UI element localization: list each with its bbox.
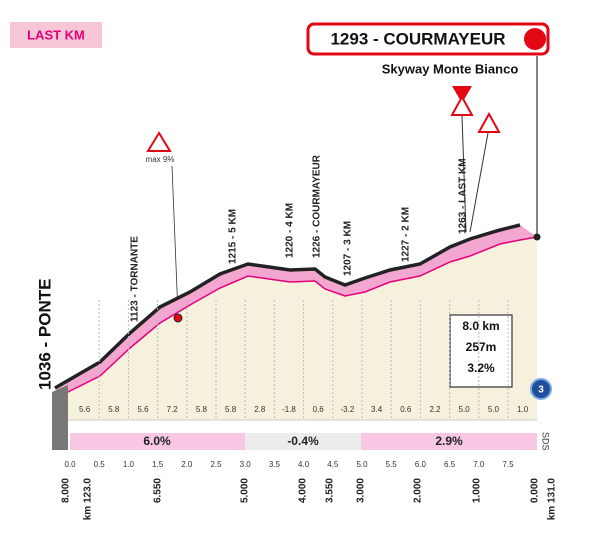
leader	[461, 115, 467, 233]
section-bg	[245, 433, 361, 450]
km-tick-label: 1.5	[152, 460, 164, 469]
km-tick-label: 2.5	[210, 460, 222, 469]
start-label: 1036 - PONTE	[35, 279, 54, 391]
distance-label: 8.000	[61, 478, 72, 503]
km-tick-label: 7.5	[502, 460, 514, 469]
gradient-label: 5.8	[196, 405, 208, 414]
distance-label: km 123.0	[83, 478, 94, 521]
warning-icon	[146, 131, 172, 152]
finish-icon	[524, 28, 546, 50]
km-tick-label: 4.0	[298, 460, 310, 469]
km-tick-label: 6.0	[415, 460, 427, 469]
gradient-label: -3.2	[341, 405, 355, 414]
road-badge	[530, 378, 552, 400]
start-block	[52, 385, 68, 450]
profile-line	[54, 223, 521, 390]
gradient-label: 0.6	[400, 405, 412, 414]
warning-label: max 9%	[146, 155, 175, 164]
km-tick-label: 3.0	[240, 460, 252, 469]
km-tick-label: 2.0	[181, 460, 193, 469]
point-label: 1226 - COURMAYEUR	[312, 154, 323, 258]
point-label: 1123 - TORNANTE	[130, 236, 141, 322]
road-code: SDS	[541, 432, 551, 451]
section-label: 6.0%	[143, 434, 171, 448]
leader	[171, 165, 179, 316]
distance-label: 0.000	[530, 478, 541, 503]
distance-label: 6.550	[153, 478, 164, 503]
gradient-label: 5.0	[488, 405, 500, 414]
warning-icon	[450, 94, 474, 116]
km-tick-label: 7.0	[473, 460, 485, 469]
finish-subtitle: Skyway Monte Bianco	[382, 61, 519, 76]
gradient-label: 5.0	[459, 405, 471, 414]
km-tick-label: 3.5	[269, 460, 281, 469]
warning-icon	[477, 111, 501, 133]
distance-label: 1.000	[472, 478, 483, 503]
km-tick-label: 5.0	[356, 460, 368, 469]
section-bg	[361, 433, 537, 450]
gradient-label: 5.6	[79, 405, 91, 414]
gradient-label: 7.2	[167, 405, 179, 414]
section-label: 2.9%	[435, 434, 463, 448]
point-label: 1263 - LAST KM	[458, 158, 469, 234]
distance-label: 3.550	[325, 478, 336, 503]
gradient-label: 3.4	[371, 405, 383, 414]
finish-label: 1293 - COURMAYEUR	[330, 29, 505, 48]
km-tick-label: 4.5	[327, 460, 339, 469]
summary-value: 257m	[466, 340, 497, 354]
gradient-label: -1.8	[282, 405, 296, 414]
gradient-label: 5.8	[108, 405, 120, 414]
finish-dot	[533, 233, 541, 241]
point-label: 1220 - 4 KM	[285, 203, 296, 258]
gradient-label: 1.0	[517, 405, 529, 414]
finish-box	[306, 22, 550, 56]
gradient-label: 5.6	[137, 405, 149, 414]
leader	[469, 132, 489, 233]
km-tick-label: 6.5	[444, 460, 456, 469]
road-number: 3	[538, 385, 544, 396]
gradient-label: 0.6	[313, 405, 325, 414]
point-label: 1227 - 2 KM	[401, 207, 412, 262]
climb-marker	[173, 313, 183, 323]
badge: LAST KM	[27, 27, 85, 42]
km-flag	[452, 86, 472, 103]
distance-label: 5.000	[240, 478, 251, 503]
distance-label: 2.000	[413, 478, 424, 503]
point-label: 1215 - 5 KM	[228, 209, 239, 264]
summary-value: 8.0 km	[462, 319, 499, 333]
distance-label: 4.000	[298, 478, 309, 503]
section-label: -0.4%	[287, 434, 319, 448]
km-tick-label: 0.0	[64, 460, 76, 469]
gradient-label: 2.8	[254, 405, 266, 414]
gradient-label: 5.8	[225, 405, 237, 414]
profile-edge	[61, 236, 538, 396]
point-label: 1207 - 3 KM	[343, 221, 354, 276]
summary-box	[449, 314, 513, 388]
km-tick-label: 1.0	[123, 460, 135, 469]
badge-bg	[10, 22, 102, 48]
distance-label: 3.000	[356, 478, 367, 503]
summary-value: 3.2%	[467, 361, 495, 375]
profile-road	[55, 225, 537, 395]
section-bg	[70, 433, 245, 450]
distance-label: km 131.0	[547, 478, 558, 521]
km-tick-label: 0.5	[94, 460, 106, 469]
gradient-label: 2.2	[429, 405, 441, 414]
km-tick-label: 5.5	[386, 460, 398, 469]
